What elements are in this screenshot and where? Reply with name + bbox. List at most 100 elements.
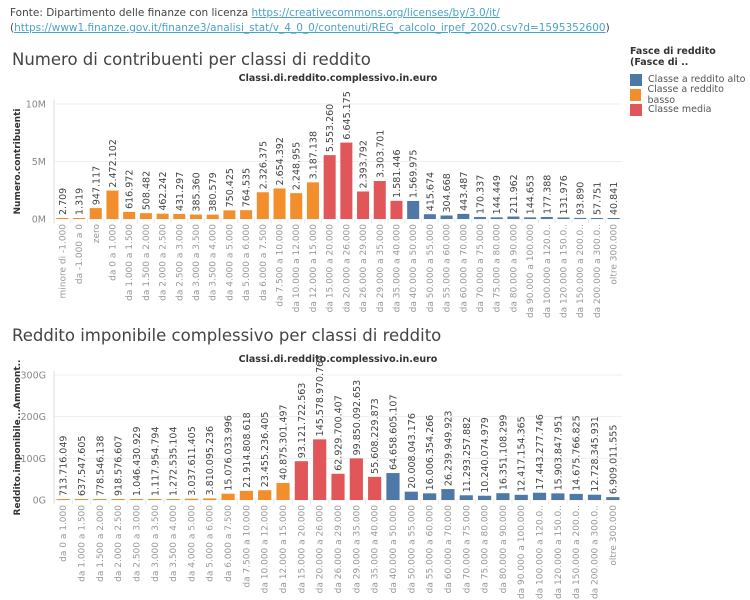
data-label: 10.240.074.979 [480,417,491,493]
x-tick-label: da 6.000 a 7.500 [224,505,234,582]
y-tick-label: 100G [21,454,47,465]
bar [223,210,236,219]
x-tick-label: da 100.000 a 120.0.. [543,224,553,318]
bar [574,217,587,219]
legend-item-basso[interactable]: Classe a reddito basso [630,84,750,106]
x-tick-label: da 100.000 a 120.0.. [536,505,546,599]
bar [407,200,420,219]
x-tick-label: da 3.500 a 4.000 [169,505,179,582]
x-tick-label: oltre 300.000 [610,224,620,285]
bar [221,493,235,500]
bar [74,499,89,500]
data-label: 64.658.605.107 [388,395,399,471]
bar [258,490,272,500]
x-tick-label: da 7.500 a 10.000 [242,505,252,588]
bar [357,191,370,219]
legend-title[interactable]: Fasce di reddito (Fasce di .. [630,46,716,68]
bar [587,494,602,500]
x-tick-label: da 15.000 a 20.000 [297,505,307,594]
x-tick-label: da 90.000 a 100.000 [526,224,536,318]
data-label: 778.546.138 [95,436,106,496]
bar [239,490,253,500]
bar [111,499,125,500]
data-label: 40.841 [609,182,620,215]
x-tick-label: da 3.000 a 3.500 [151,505,161,582]
bar [557,217,570,219]
data-label: 20.008.043.176 [407,413,418,489]
bar [306,182,319,219]
y-tick-label: 0G [33,496,46,507]
x-tick-label: da 75.000 a 80.000 [493,224,503,313]
data-label: 2.709 [58,188,69,215]
x-tick-label: da 150.000 a 200.0.. [576,224,586,318]
legend-swatch-alto [630,73,642,86]
x-tick-label: da 10.000 a 12.000 [261,505,271,594]
bar [129,499,144,500]
source-prefix: Fonte: Dipartimento delle finanze con li… [10,7,252,19]
data-label: 40.875.301.497 [279,404,290,480]
legend-label: Classe a reddito basso [647,83,724,106]
bar [473,217,487,219]
data-label: 1.581.446 [392,149,403,197]
legend-label: Classe media [648,104,712,115]
x-tick-label: da 26.000 a 29.000 [359,224,369,313]
chart1-header: Classi.di.reddito.complessivo.in.euro [239,73,438,84]
data-label: 462.242 [158,171,169,210]
data-label: 1.117.954.794 [150,426,161,496]
legend-item-alto[interactable]: Classe a reddito alto [630,72,750,87]
data-label: 55.608.229.873 [370,398,381,474]
x-tick-label: da 80.000 a 90.000 [509,224,519,313]
data-label: 415.674 [425,172,436,211]
bar [89,208,102,219]
bar [551,493,565,500]
x-tick-label: minore di -1.000 [58,224,68,299]
x-tick-label: da 29.000 a 35.000 [376,224,386,313]
x-tick-label: da 1.000 a 1.500 [77,505,87,582]
bar [507,216,520,219]
bar [106,190,119,219]
x-tick-label: da 10.000 a 12.000 [292,224,302,313]
y-axis-label: Numero.contribuenti [13,109,23,215]
data-source-link[interactable]: https://www1.finanze.gov.it/finanze3/ana… [14,22,606,34]
bar [423,214,436,219]
data-label: 15.076.033.996 [224,415,235,491]
x-tick-label: da 12.000 a 15.000 [279,505,289,594]
bar [184,498,199,500]
x-tick-label: da 35.000 a 40.000 [371,505,381,594]
data-label: 2.326.375 [258,141,269,189]
data-label: 1.319 [75,188,86,215]
x-tick-label: zero [92,224,102,244]
x-tick-label: oltre 300.000 [609,505,619,566]
x-tick-label: da 1.500 a 2.000 [96,505,106,582]
bar [423,493,437,500]
x-tick-label: da 60.000 a 70.000 [459,224,469,313]
x-tick-label: da 29.000 a 35.000 [352,505,362,594]
data-label: 17.443.277.746 [535,414,546,490]
data-label: 2.654.392 [275,137,286,185]
x-tick-label: da 150.000 a 200.0.. [572,505,582,599]
bar [373,181,386,219]
bar [173,214,186,219]
legend-item-media[interactable]: Classe media [630,102,750,117]
legend-label: Classe a reddito alto [648,74,746,85]
license-link[interactable]: https://creativecommons.org/licenses/by/… [251,7,500,19]
bar [540,216,553,219]
data-label: 3.187.138 [308,131,319,179]
y-axis-label: Reddito.imponibile...Ammont.. [13,360,23,516]
bar [240,210,253,219]
bar [123,211,136,219]
data-label: 713.716.049 [59,436,70,496]
data-label: 23.455.236.405 [260,412,271,488]
open-paren: ( [10,22,15,34]
x-tick-label: da 120.000 a 150.0.. [560,224,570,318]
data-label: 16.351.108.299 [498,415,509,491]
x-tick-label: da 50.000 a 55.000 [426,224,436,313]
bar [323,155,336,219]
x-tick-label: da 200.000 a 300.0.. [593,224,603,318]
data-label: 16.006.354.266 [425,415,436,491]
data-label: 26.239.949.923 [443,411,454,487]
x-tick-label: da 120.000 a 150.0.. [554,505,564,599]
x-tick-label: da 55.000 a 60.000 [426,505,436,594]
bar [386,473,400,500]
data-label: 508.482 [141,171,152,210]
